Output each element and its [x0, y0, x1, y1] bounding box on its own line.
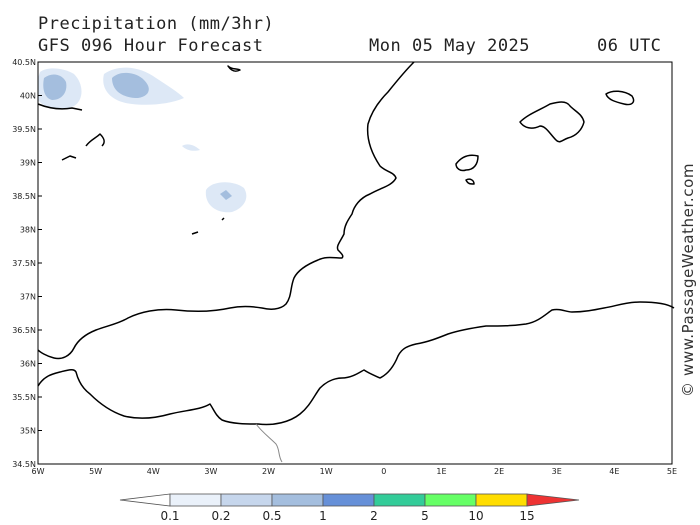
latitude-tick-label: 34.5N [12, 460, 36, 469]
longitude-tick-label: 5E [667, 467, 677, 476]
latitude-tick-label: 40N [20, 92, 36, 101]
islet [61, 155, 77, 161]
latitude-tick-label: 36.5N [12, 326, 36, 335]
coast-fragment [227, 65, 241, 72]
longitude-tick-label: 4W [147, 467, 160, 476]
forecast-date: Mon 05 May 2025 [369, 36, 531, 56]
precip-area-medium [220, 190, 232, 200]
formentera-island [465, 178, 475, 185]
legend-color-swatch [322, 493, 375, 507]
islet [191, 231, 199, 235]
latitude-tick-label: 35N [20, 427, 36, 436]
legend-label: 1 [319, 509, 327, 523]
watermark: © www.PassageWeather.com [679, 163, 697, 397]
legend-label: 0.5 [262, 509, 281, 523]
chart-title: Precipitation (mm/3hr) [38, 14, 275, 34]
legend-label: 5 [421, 509, 429, 523]
coastlines [37, 61, 675, 426]
precip-area-light [182, 144, 200, 151]
precip-area-medium [112, 72, 149, 98]
longitude-tick-label: 2E [494, 467, 504, 476]
map-frame [37, 61, 673, 465]
north-africa-coastline [37, 301, 675, 426]
latitude-tick-label: 37N [20, 293, 36, 302]
legend-label: 0.2 [211, 509, 230, 523]
legend-color-swatch [475, 493, 528, 507]
legend-label: 10 [468, 509, 483, 523]
forecast-time: 06 UTC [597, 36, 662, 56]
longitude-ticks: 6W 5W 4W 3W 2W 1W 0 1E 2E 3E 4E 5E [32, 467, 678, 476]
country-border [255, 423, 283, 463]
forecast-subtitle: GFS 096 Hour Forecast [38, 36, 264, 56]
mallorca-island [519, 101, 585, 143]
longitude-tick-label: 5W [89, 467, 102, 476]
precipitation-areas [38, 67, 247, 213]
legend-upper-cap [526, 493, 580, 507]
longitude-tick-label: 3W [204, 467, 217, 476]
latitude-tick-label: 40.5N [12, 58, 36, 67]
menorca-island [605, 90, 635, 106]
longitude-tick-label: 4E [609, 467, 619, 476]
latitude-tick-label: 36N [20, 360, 36, 369]
legend-color-swatch [220, 493, 273, 507]
legend-lower-cap [119, 493, 171, 507]
latitude-tick-label: 38.5N [12, 192, 36, 201]
precip-area-medium [43, 74, 67, 100]
longitude-tick-label: 6W [32, 467, 45, 476]
latitude-tick-label: 39N [20, 159, 36, 168]
precipitation-legend: 0.1 0.2 0.5 1 2 5 10 15 [119, 493, 580, 523]
legend-color-swatch [271, 493, 324, 507]
latitude-tick-label: 35.5N [12, 393, 36, 402]
portugal-coastline [37, 103, 83, 111]
longitude-tick-label: 1E [436, 467, 446, 476]
legend-color-swatch [169, 493, 222, 507]
longitude-tick-label: 0 [381, 467, 386, 476]
legend-label: 0.1 [160, 509, 179, 523]
longitude-tick-label: 1W [320, 467, 333, 476]
latitude-tick-label: 39.5N [12, 125, 36, 134]
latitude-tick-label: 37.5N [12, 259, 36, 268]
legend-label: 15 [519, 509, 534, 523]
ibiza-island [455, 154, 479, 172]
islet [85, 133, 105, 147]
latitude-tick-label: 38N [20, 226, 36, 235]
latitude-ticks: 40.5N 40N 39.5N 39N 38.5N 38N 37.5N 37N 36.5N 36N… [12, 58, 42, 469]
legend-color-swatch [373, 493, 426, 507]
longitude-tick-label: 3E [552, 467, 562, 476]
islet [221, 217, 225, 221]
longitude-tick-label: 2W [262, 467, 275, 476]
spain-coastline [37, 61, 415, 360]
legend-color-swatch [424, 493, 477, 507]
legend-label: 2 [370, 509, 378, 523]
